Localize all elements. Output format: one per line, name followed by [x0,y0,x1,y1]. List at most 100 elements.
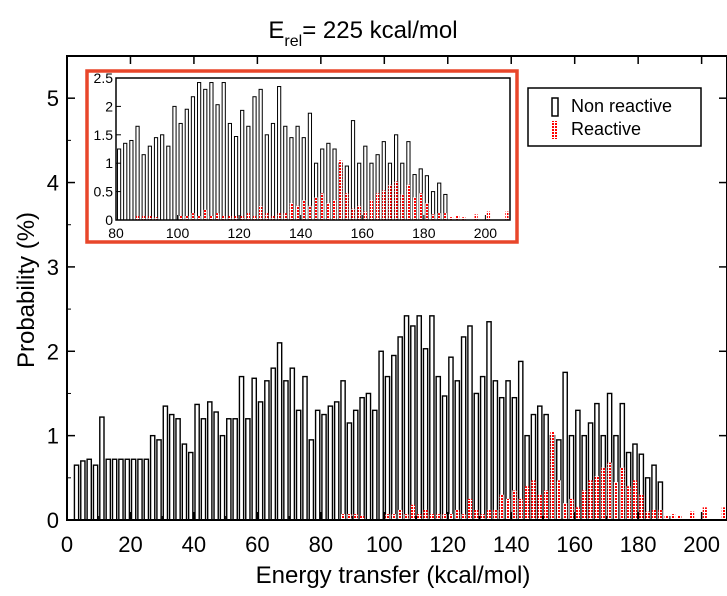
non-reactive-bar [302,375,308,521]
legend-swatch-non-reactive [551,97,559,117]
inset-reactive-bar [191,213,195,220]
inset-reactive-bar [283,213,287,220]
inset-reactive-bar [400,194,404,220]
reactive-bar [423,509,428,520]
non-reactive-bar [346,422,353,521]
reactive-bar [588,480,593,520]
non-reactive-bar [181,443,188,521]
reactive-bar [601,467,606,520]
inset-axes-border [115,77,511,221]
reactive-bar [721,507,726,520]
inset-reactive-bar [265,213,269,220]
inset-reactive-bar [412,197,417,220]
inset-x-tick-label: 80 [108,225,124,241]
legend-swatch-reactive [552,121,558,139]
inset-reactive-bar [351,208,355,220]
x-tick-label: 140 [493,532,530,557]
reactive-bar [639,494,644,520]
reactive-bar [620,467,625,520]
reactive-bar [645,511,650,520]
reactive-bar [556,480,561,520]
inset-reactive-bar [259,205,263,220]
non-reactive-bar [454,380,461,521]
reactive-bar [505,498,511,520]
non-reactive-bar [333,401,340,521]
inset-reactive-bar [203,209,207,220]
non-reactive-bar [283,380,289,521]
reactive-bar [626,486,631,520]
reactive-bar [607,462,612,520]
inset-reactive-bar [486,211,491,220]
inset-x-tick-label: 160 [351,225,375,241]
non-reactive-bar [486,321,492,521]
non-reactive-bar [257,401,264,521]
non-reactive-bar [143,458,150,521]
inset-reactive-bar [326,202,330,220]
non-reactive-bar [187,451,194,521]
reactive-bar [455,509,460,520]
x-tick-label: 40 [182,532,206,557]
inset-reactive-bar [289,202,294,220]
inset-reactive-bar [363,211,367,220]
reactive-bar [613,482,619,520]
non-reactive-bar [245,418,251,521]
non-reactive-bar [327,405,334,521]
inset-reactive-bar [376,193,380,220]
non-reactive-bar [194,403,200,521]
reactive-bar [410,504,415,520]
non-reactive-bar [99,416,105,521]
reactive-bar [569,498,574,520]
inset-reactive-bar [277,213,281,220]
inset-reactive-bar [215,213,220,220]
non-reactive-bar [391,354,397,521]
inset-reactive-bar [240,216,244,220]
non-reactive-bar [206,401,213,521]
inset-reactive-bar [369,200,374,220]
reactive-bar [537,494,542,520]
non-reactive-bar [314,409,321,521]
plot-border [66,55,727,521]
legend-label-reactive: Reactive [571,119,641,139]
reactive-bar [353,514,358,520]
inset-x-tick-label: 120 [227,225,251,241]
non-reactive-bar [156,439,162,521]
inset-reactive-bar [135,216,140,220]
reactive-bar [544,490,549,520]
reactive-bar [436,514,441,520]
inset-y-tick-label: 0 [105,212,113,228]
inset-x-tick-label: 180 [412,225,436,241]
inset-x-tick-label: 100 [166,225,190,241]
reactive-bar [518,498,523,520]
reactive-bar [404,514,409,520]
non-reactive-bar [340,380,346,521]
reactive-bar [658,509,663,520]
non-reactive-bar [270,367,277,521]
inset-x-tick-label: 140 [289,225,313,241]
reactive-bar [664,515,669,520]
reactive-bar [632,480,638,520]
inset-reactive-bar [425,202,429,220]
non-reactive-bar [467,325,473,521]
reactive-bar [690,511,695,520]
inset-reactive-bar [271,216,275,220]
reactive-bar [493,509,498,520]
non-reactive-bar [124,458,131,521]
reactive-bar [398,509,403,520]
inset-reactive-bar [339,160,343,220]
non-reactive-bar [365,392,372,521]
non-reactive-bar [251,377,258,521]
y-tick-label: 1 [47,424,59,449]
non-reactive-bar [200,418,207,521]
inset-reactive-bar [308,205,312,220]
non-reactive-bar [162,405,169,521]
y-tick-label: 0 [47,508,59,533]
non-reactive-bar [111,458,118,521]
reactive-bar [550,431,555,520]
non-reactive-bar [73,464,80,521]
reactive-bar [499,494,504,520]
reactive-bar [448,514,454,520]
inset-y-tick-label: 2 [105,98,113,114]
non-reactive-bar [226,418,232,521]
inset-reactive-bar [345,193,349,220]
reactive-bar [531,480,536,520]
